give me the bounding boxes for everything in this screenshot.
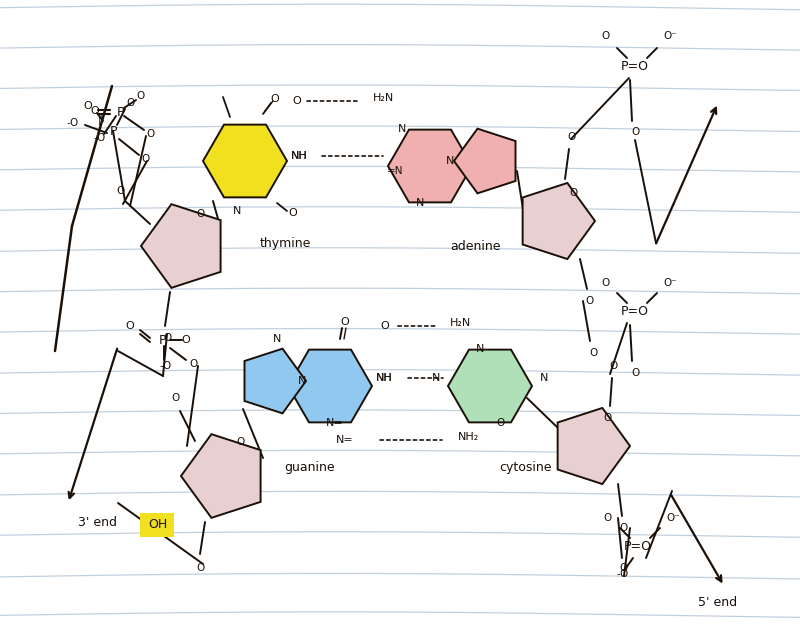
Text: O: O xyxy=(136,91,144,101)
Text: guanine: guanine xyxy=(285,462,335,474)
Text: O: O xyxy=(585,296,593,306)
Text: =N: =N xyxy=(386,166,403,176)
Text: O: O xyxy=(604,513,612,523)
Text: O: O xyxy=(189,359,197,369)
Text: O⁻: O⁻ xyxy=(666,513,680,523)
Polygon shape xyxy=(448,349,532,422)
Text: NH: NH xyxy=(290,151,307,161)
Text: O: O xyxy=(196,563,204,573)
Text: H₂N: H₂N xyxy=(372,93,394,103)
Text: N=: N= xyxy=(326,418,344,428)
Text: NH: NH xyxy=(290,151,307,161)
Text: 5' end: 5' end xyxy=(698,597,737,610)
Text: O: O xyxy=(610,361,618,371)
Text: -O: -O xyxy=(67,118,79,128)
Text: O: O xyxy=(601,278,609,288)
Text: O: O xyxy=(163,333,171,343)
Text: O: O xyxy=(182,335,190,345)
Text: P: P xyxy=(110,124,117,138)
Text: O⁻: O⁻ xyxy=(663,31,677,41)
Polygon shape xyxy=(454,129,515,194)
Polygon shape xyxy=(522,183,595,259)
Polygon shape xyxy=(141,204,221,288)
Text: O: O xyxy=(146,129,154,139)
Polygon shape xyxy=(181,434,261,518)
Text: O: O xyxy=(567,132,575,142)
Text: P=O: P=O xyxy=(624,540,652,553)
Text: O: O xyxy=(631,127,639,137)
Text: O: O xyxy=(620,563,628,573)
Text: -O: -O xyxy=(94,133,106,143)
Polygon shape xyxy=(558,408,630,484)
Text: N=: N= xyxy=(336,435,354,445)
FancyBboxPatch shape xyxy=(140,513,174,537)
Text: O: O xyxy=(631,368,639,378)
Text: NH₂: NH₂ xyxy=(458,432,478,442)
Text: O: O xyxy=(84,101,92,111)
Text: P: P xyxy=(116,106,124,119)
Text: P=O: P=O xyxy=(621,60,649,72)
Text: H₂N: H₂N xyxy=(450,318,470,328)
Text: O: O xyxy=(141,154,149,164)
Text: thymine: thymine xyxy=(260,237,311,249)
Text: N: N xyxy=(398,124,406,134)
Text: O: O xyxy=(604,413,612,423)
Text: NH: NH xyxy=(376,373,392,383)
Text: adenine: adenine xyxy=(450,240,500,253)
Text: O: O xyxy=(569,188,577,198)
Text: O: O xyxy=(236,437,244,447)
Polygon shape xyxy=(245,349,306,413)
Text: N: N xyxy=(273,334,281,344)
Text: -O: -O xyxy=(617,569,629,579)
Text: O⁻: O⁻ xyxy=(663,278,677,288)
Text: N: N xyxy=(432,373,440,383)
Polygon shape xyxy=(203,124,287,197)
Text: OH: OH xyxy=(148,519,168,531)
Text: O: O xyxy=(341,317,350,327)
Text: P=O: P=O xyxy=(621,304,649,317)
Text: P: P xyxy=(158,333,166,347)
Text: N: N xyxy=(416,198,424,208)
Text: O: O xyxy=(496,418,504,428)
Text: NH: NH xyxy=(376,373,392,383)
Text: O: O xyxy=(289,208,298,218)
Text: O: O xyxy=(381,321,390,331)
Text: 3' end: 3' end xyxy=(78,517,117,529)
Text: N: N xyxy=(446,156,454,166)
Text: O: O xyxy=(90,106,99,116)
Text: N: N xyxy=(298,376,306,386)
Text: O: O xyxy=(126,321,134,331)
Text: O: O xyxy=(171,393,179,403)
Text: N: N xyxy=(540,373,548,383)
Text: O: O xyxy=(601,31,609,41)
Polygon shape xyxy=(388,129,472,203)
Text: O: O xyxy=(620,523,628,533)
Text: -O: -O xyxy=(160,361,172,371)
Text: O: O xyxy=(589,348,597,358)
Polygon shape xyxy=(288,349,372,422)
Text: O: O xyxy=(293,96,302,106)
Text: cytosine: cytosine xyxy=(498,462,551,474)
Text: O: O xyxy=(116,186,124,196)
Text: O: O xyxy=(270,94,279,104)
Text: N: N xyxy=(476,344,484,354)
Text: O: O xyxy=(126,98,134,108)
Text: N: N xyxy=(233,206,241,216)
Text: O: O xyxy=(196,209,204,219)
Text: ‖: ‖ xyxy=(98,114,102,124)
